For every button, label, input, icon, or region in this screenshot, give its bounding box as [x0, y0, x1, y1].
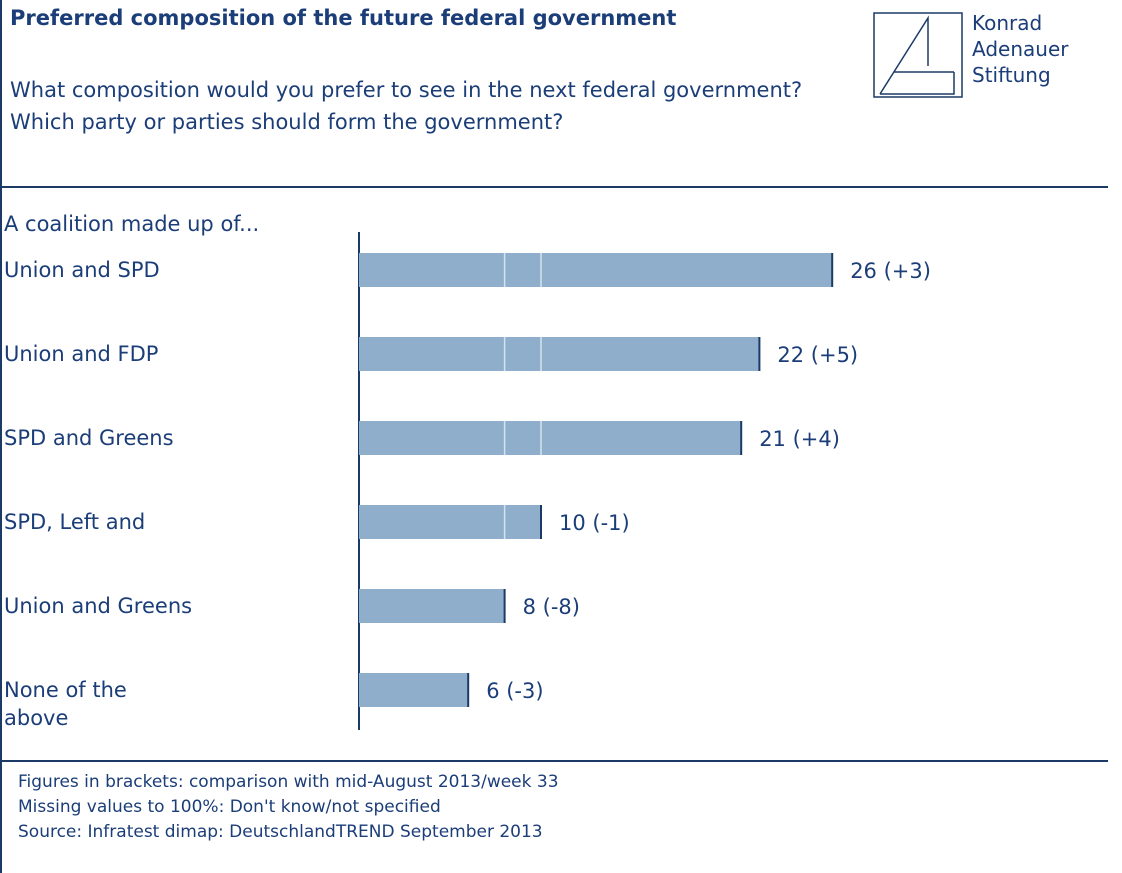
category-label: Union and FDP	[4, 342, 159, 366]
footnote-source: Source: Infratest dimap: DeutschlandTREN…	[18, 822, 543, 842]
chart-subtitle: What composition would you prefer to see…	[10, 78, 803, 134]
footnote-comparison: Figures in brackets: comparison with mid…	[18, 772, 559, 792]
bar	[359, 253, 833, 287]
bar	[359, 673, 469, 707]
bar	[359, 337, 760, 371]
data-label: 21 (+4)	[759, 427, 840, 451]
logo-text-stiftung: Stiftung	[972, 63, 1051, 87]
chart-title: Preferred composition of the future fede…	[10, 6, 677, 30]
bar	[359, 589, 505, 623]
category-label: Union and Greens	[4, 594, 193, 618]
data-label: 26 (+3)	[850, 259, 931, 283]
bar	[359, 421, 742, 455]
frame-left-border	[0, 0, 2, 873]
header-divider	[0, 186, 1108, 188]
footer-divider	[0, 760, 1108, 762]
data-label: 6 (-3)	[486, 679, 543, 703]
category-label: None of the above	[4, 678, 127, 730]
logo-text-adenauer: Adenauer	[972, 37, 1069, 61]
footnote-missing-values: Missing values to 100%: Don't know/not s…	[18, 797, 441, 817]
chart-footnotes: Figures in brackets: comparison with mid…	[18, 770, 559, 845]
kas-logo-icon	[873, 12, 963, 98]
bar	[359, 505, 541, 539]
data-label: 10 (-1)	[559, 511, 630, 535]
category-label: SPD, Left and	[4, 510, 146, 534]
coalition-group-label: A coalition made up of...	[4, 212, 260, 236]
data-label: 8 (-8)	[523, 595, 580, 619]
category-label: Union and SPD	[4, 258, 160, 282]
category-label: SPD and Greens	[4, 426, 174, 450]
logo-text-konrad: Konrad	[972, 11, 1043, 35]
data-label: 22 (+5)	[777, 343, 858, 367]
